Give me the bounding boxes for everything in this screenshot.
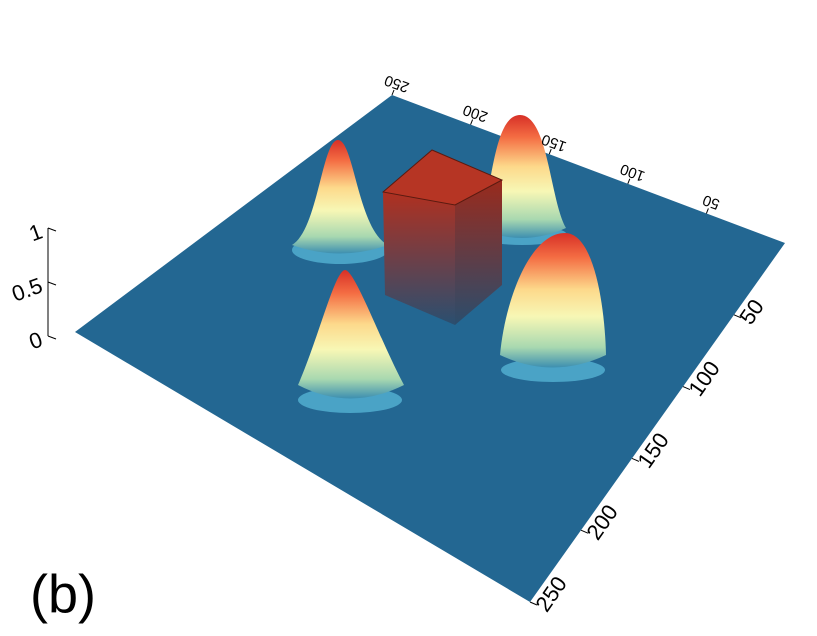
z-tick-label: 0.5 bbox=[8, 273, 45, 307]
y-tick bbox=[705, 208, 709, 214]
peak bbox=[292, 140, 388, 254]
y-tick-label: 200 bbox=[461, 101, 490, 126]
box-face bbox=[455, 180, 502, 325]
box-top bbox=[381, 149, 504, 206]
y-tick bbox=[627, 178, 631, 184]
x-tick bbox=[682, 386, 691, 391]
y-tick-label: 250 bbox=[382, 71, 411, 96]
z-tick-label: 1 bbox=[26, 219, 46, 247]
x-tick bbox=[631, 457, 640, 462]
surface-features bbox=[292, 115, 606, 413]
x-tick bbox=[580, 529, 589, 534]
x-tick bbox=[733, 314, 742, 319]
z-tick bbox=[47, 227, 57, 232]
z-tick bbox=[47, 335, 57, 340]
y-tick-label: 100 bbox=[618, 160, 647, 185]
y-tick bbox=[470, 119, 474, 125]
z-tick bbox=[47, 281, 57, 286]
y-tick-label: 50 bbox=[700, 191, 721, 213]
peak bbox=[298, 270, 404, 399]
y-tick bbox=[548, 149, 552, 155]
y-tick bbox=[391, 89, 395, 96]
panel-label: (b) bbox=[30, 564, 96, 624]
z-tick-label: 0 bbox=[26, 327, 46, 355]
peak bbox=[500, 233, 606, 368]
box-face bbox=[383, 192, 455, 325]
x-tick bbox=[529, 601, 538, 606]
base-plane bbox=[75, 95, 785, 602]
